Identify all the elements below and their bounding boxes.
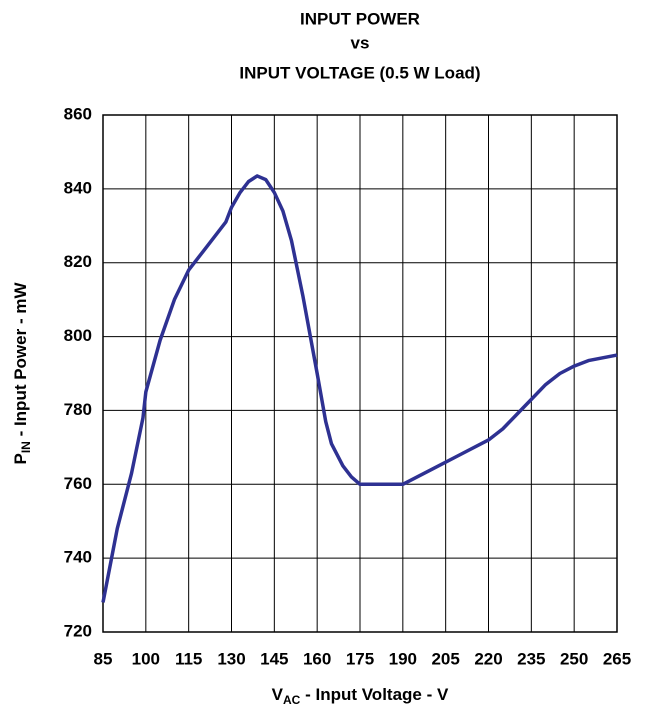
x-tick-label: 175	[346, 649, 374, 668]
x-tick-label: 235	[517, 649, 545, 668]
x-tick-label: 160	[303, 649, 331, 668]
chart-title: INPUT POWER	[300, 9, 420, 28]
x-tick-label: 220	[474, 649, 502, 668]
plot-frame	[102, 114, 618, 633]
label-sub: AC	[283, 693, 301, 707]
label-rest: - Input Power - mW	[11, 282, 30, 442]
label-rest: - Input Voltage - V	[300, 685, 449, 704]
x-tick-label: 115	[175, 649, 202, 668]
chart-title: INPUT VOLTAGE (0.5 W Load)	[239, 63, 480, 82]
x-tick-label: 85	[94, 649, 113, 668]
x-tick-label: 130	[217, 649, 245, 668]
label-sub: IN	[19, 441, 33, 453]
x-tick-label: 265	[603, 649, 631, 668]
y-tick-label: 860	[64, 104, 92, 123]
x-tick-label: 190	[389, 649, 417, 668]
y-tick-label: 780	[64, 400, 92, 419]
y-tick-label: 720	[64, 621, 92, 640]
x-tick-label: 145	[260, 649, 288, 668]
x-tick-label: 205	[431, 649, 459, 668]
x-tick-label: 250	[560, 649, 588, 668]
y-tick-label: 820	[64, 252, 92, 271]
y-label: PIN - Input Power - mW	[11, 282, 33, 465]
y-tick-label: 740	[64, 548, 92, 567]
y-tick-label: 800	[64, 326, 92, 345]
chart-title: vs	[351, 33, 370, 52]
label-main: V	[272, 685, 284, 704]
y-tick-label: 760	[64, 474, 92, 493]
data-line	[101, 174, 618, 603]
x-tick-label: 100	[132, 649, 160, 668]
label-main: P	[11, 453, 30, 464]
y-tick-label: 840	[64, 178, 92, 197]
x-label: VAC - Input Voltage - V	[272, 685, 449, 707]
